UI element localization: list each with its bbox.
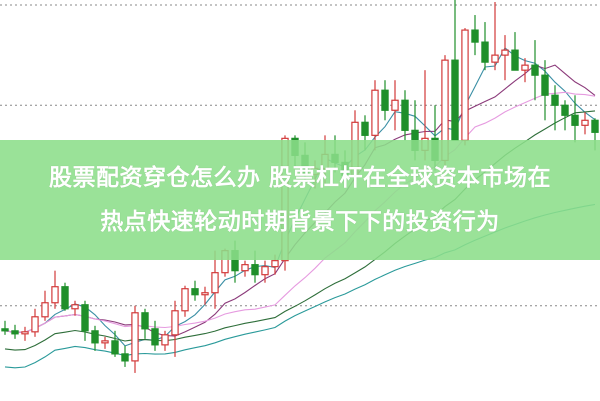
candle-down [591, 119, 599, 133]
candle-up [201, 292, 209, 296]
candle-up [461, 29, 469, 141]
candle-down [111, 340, 119, 355]
candle-down [481, 41, 489, 63]
candle-down [451, 59, 459, 141]
candle-down [551, 94, 559, 106]
candle-up [521, 64, 529, 71]
headline-line-1: 股票配资穿仓怎么办 股票杠杆在全球资本市场在 [48, 165, 551, 191]
candle-down [191, 288, 199, 296]
candle-down [381, 89, 389, 111]
candle-up [71, 304, 79, 310]
headline-line-2: 热点快速轮动时期背景下下的投资行为 [100, 209, 500, 235]
candle-up [181, 288, 189, 312]
candle-up [211, 272, 219, 294]
candle-up [131, 312, 139, 362]
candle-up [21, 331, 29, 335]
candle-up [41, 302, 49, 318]
candle-down [141, 312, 149, 330]
candle-down [571, 114, 579, 126]
candle-up [161, 334, 169, 346]
candle-up [31, 316, 39, 333]
candle-up [491, 54, 499, 63]
candle-up [391, 99, 399, 111]
candle-up [261, 266, 269, 276]
candle-down [91, 330, 99, 344]
candle-down [531, 64, 539, 76]
candle-down [81, 304, 89, 332]
moving-average-line-ma20 [4, 91, 596, 333]
candle-down [251, 264, 259, 276]
candle-down [121, 353, 129, 362]
candle-down [151, 328, 159, 346]
candle-up [581, 119, 589, 126]
headline-banner: 股票配资穿仓怎么办 股票杠杆在全球资本市场在 热点快速轮动时期背景下下的投资行为 [0, 140, 600, 260]
candle-down [1, 328, 9, 332]
candle-down [561, 104, 569, 116]
candle-down [361, 121, 369, 136]
candle-up [371, 89, 379, 136]
candle-down [471, 29, 479, 43]
candle-up [241, 264, 249, 272]
candle-up [271, 260, 279, 268]
candle-up [501, 49, 509, 56]
candle-down [511, 49, 519, 71]
candle-up [101, 340, 109, 344]
candle-down [541, 74, 549, 96]
candle-down [401, 99, 409, 131]
candle-down [11, 330, 19, 335]
candle-up [171, 310, 179, 336]
candle-down [61, 286, 69, 310]
candle-up [51, 286, 59, 304]
